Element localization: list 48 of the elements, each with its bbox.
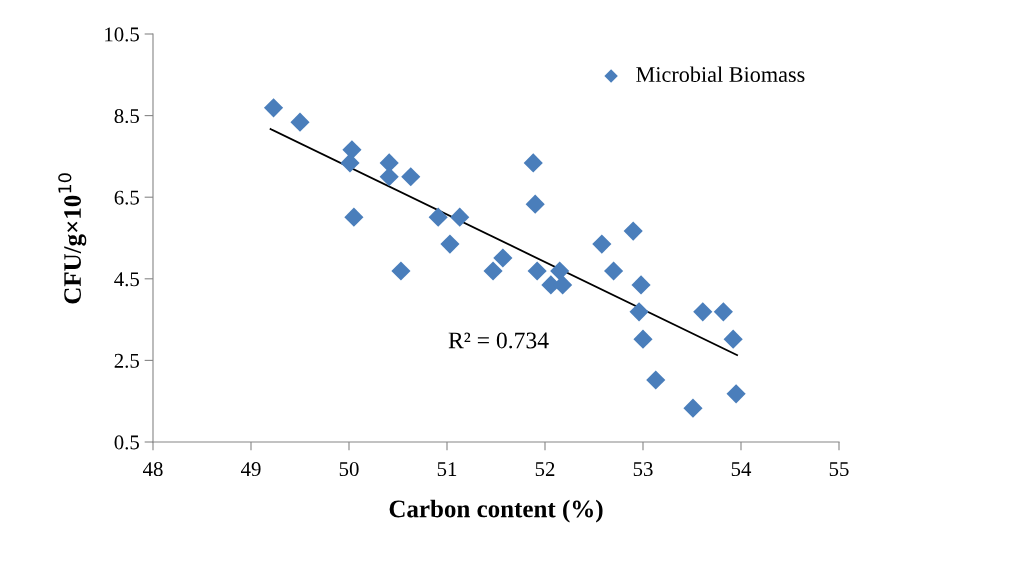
point <box>391 261 411 281</box>
point <box>726 384 746 404</box>
x-tick-label: 54 <box>731 462 752 477</box>
y-tick-label: 4.5 <box>114 272 139 287</box>
x-tick-label: 51 <box>437 462 457 477</box>
point <box>379 153 399 173</box>
point <box>633 329 653 349</box>
legend-label: Microbial Biomass <box>636 66 805 83</box>
point <box>631 275 651 295</box>
point <box>483 261 503 281</box>
point <box>550 261 570 281</box>
y-tick-label: 10.5 <box>105 27 139 42</box>
point <box>440 234 460 254</box>
point <box>379 167 399 187</box>
y-tick-label: 6.5 <box>114 190 139 205</box>
y-axis-title: CFU/g×10$^{10}$ <box>58 173 87 304</box>
x-tick-label: 48 <box>142 462 163 477</box>
x-tick-label: 55 <box>829 462 849 477</box>
point <box>450 207 470 227</box>
point <box>723 329 743 349</box>
point <box>527 261 547 281</box>
x-tick-label: 52 <box>535 462 555 477</box>
x-tick-label: 49 <box>240 462 261 477</box>
x-tick-label: 53 <box>633 462 653 477</box>
point <box>553 275 573 295</box>
x-axis-title: Carbon content (%) <box>389 499 603 523</box>
point <box>523 153 543 173</box>
point <box>693 302 713 322</box>
point <box>646 370 666 390</box>
point <box>401 167 421 187</box>
point <box>344 207 364 227</box>
point <box>623 221 643 241</box>
y-tick-label: 8.5 <box>114 108 139 124</box>
point <box>713 302 733 322</box>
point <box>629 302 649 322</box>
y-tick-label: 2.5 <box>114 353 139 368</box>
point <box>592 234 612 254</box>
point <box>604 261 624 281</box>
point <box>683 398 703 418</box>
annotation: R² = 0.734 <box>448 332 549 349</box>
point <box>428 207 448 227</box>
point <box>340 153 360 173</box>
point <box>493 248 513 268</box>
point <box>263 98 284 118</box>
point <box>290 112 310 132</box>
point <box>525 194 545 214</box>
y-tick-label: 0.5 <box>114 435 139 450</box>
x-tick-label: 50 <box>339 462 359 477</box>
